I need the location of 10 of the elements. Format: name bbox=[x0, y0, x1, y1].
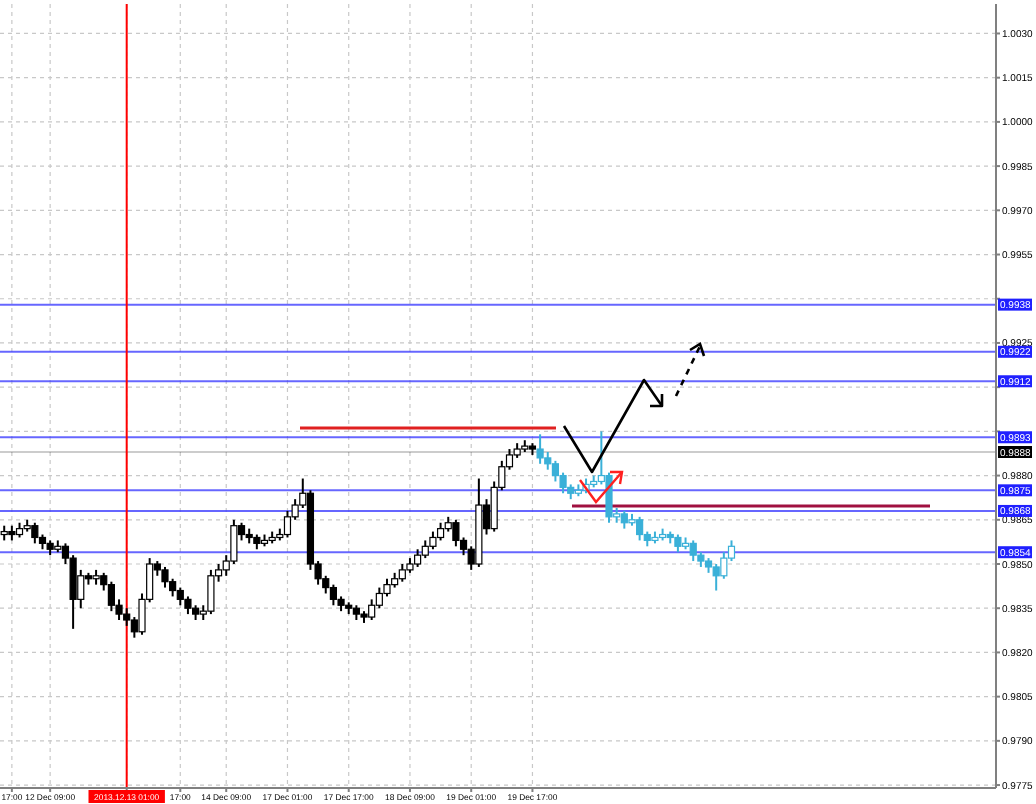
candlestick bbox=[207, 568, 215, 616]
candlestick bbox=[712, 563, 720, 592]
candlestick bbox=[31, 521, 39, 545]
candlestick bbox=[536, 433, 544, 465]
candlestick bbox=[636, 515, 644, 542]
candlestick bbox=[452, 518, 460, 548]
candlestick bbox=[107, 580, 115, 613]
candlestick bbox=[161, 565, 169, 589]
candlestick bbox=[689, 539, 697, 563]
candlestick bbox=[329, 583, 337, 607]
